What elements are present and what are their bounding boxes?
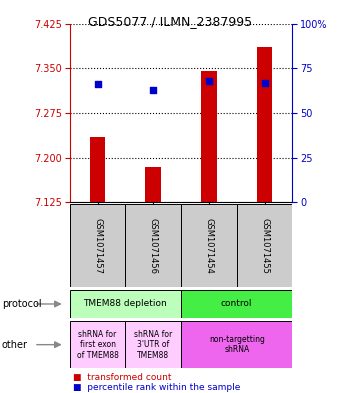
- Bar: [201, 71, 217, 202]
- Bar: [90, 137, 105, 202]
- Point: [95, 81, 100, 88]
- Bar: [181, 321, 292, 368]
- Text: TMEM88 depletion: TMEM88 depletion: [84, 299, 167, 309]
- Text: shRNA for
3'UTR of
TMEM88: shRNA for 3'UTR of TMEM88: [134, 330, 172, 360]
- Text: ■  transformed count: ■ transformed count: [73, 373, 172, 382]
- Bar: [237, 204, 292, 287]
- Bar: [146, 167, 161, 202]
- Bar: [125, 321, 181, 368]
- Point: [262, 79, 267, 86]
- Bar: [70, 290, 181, 318]
- Point: [206, 78, 211, 84]
- Text: GSM1071456: GSM1071456: [149, 218, 158, 274]
- Text: shRNA for
first exon
of TMEM88: shRNA for first exon of TMEM88: [76, 330, 118, 360]
- Text: control: control: [221, 299, 253, 309]
- Text: protocol: protocol: [2, 299, 41, 309]
- Text: non-targetting
shRNA: non-targetting shRNA: [209, 335, 265, 354]
- Bar: [70, 204, 125, 287]
- Text: GSM1071455: GSM1071455: [260, 218, 269, 274]
- Bar: [70, 321, 125, 368]
- Bar: [125, 204, 181, 287]
- Text: other: other: [2, 340, 28, 350]
- Text: ■  percentile rank within the sample: ■ percentile rank within the sample: [73, 383, 240, 391]
- Text: GSM1071454: GSM1071454: [204, 218, 214, 274]
- Bar: [181, 204, 237, 287]
- Text: GDS5077 / ILMN_2387995: GDS5077 / ILMN_2387995: [88, 15, 252, 28]
- Bar: [257, 48, 272, 202]
- Text: GSM1071457: GSM1071457: [93, 218, 102, 274]
- Point: [151, 86, 156, 93]
- Bar: [181, 290, 292, 318]
